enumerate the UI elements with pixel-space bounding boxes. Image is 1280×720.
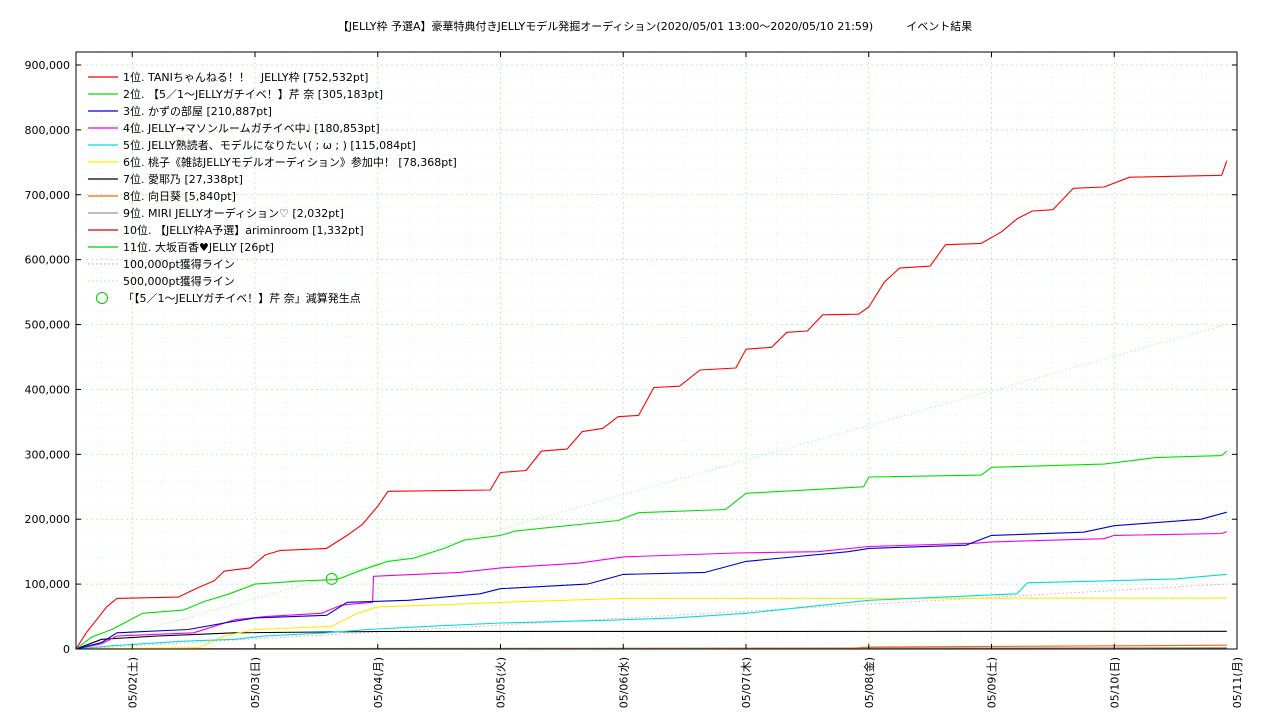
legend-marker-swatch [96,292,108,304]
grid [76,52,1238,650]
legend-label-2: 2位. 【5／1〜JELLYガチイベ！】芹 奈 [305,183pt] [123,87,383,101]
x-tick-label: 05/03(日) [249,657,262,708]
x-tick-label: 05/10(日) [1108,657,1121,708]
series-line-6 [75,597,1227,650]
x-tick-label: 05/02(土) [126,657,139,708]
y-tick-label: 100,000 [25,578,71,591]
legend-label-10: 10位. 【JELLY枠A予選】ariminroom [1,332pt] [123,223,364,237]
legend-label-6: 6位. 桃子《雑誌JELLYモデルオーディション》参加中！ [78,368pt] [123,155,457,169]
x-tick-label: 05/06(水) [617,657,630,708]
y-tick-label: 400,000 [25,383,71,396]
series-line-13 [75,324,1227,650]
series-line-2 [75,450,1228,650]
x-tick-label: 05/08(金) [862,657,876,708]
series-line-12 [75,583,1227,650]
chart-title: 【JELLY枠 予選A】豪華特典付きJELLYモデル発掘オーディション(2020… [338,19,972,33]
legend-label-1: 1位. TANIちゃんねる！！ JELLY枠 [752,532pt] [123,70,368,84]
y-axis: 0 100,000 200,000 300,000 400,000 500,000 600,… [25,59,1237,656]
x-tick-label: 05/11(月) [1231,657,1244,708]
legend-label-12: 100,000pt獲得ライン [123,258,235,271]
legend-label-8: 8位. 向日葵 [5,840pt] [123,189,236,203]
reference-lines [75,324,1227,650]
y-tick-label: 700,000 [25,189,71,202]
legend-label-11: 11位. 大坂百香♥JELLY [26pt] [123,240,274,254]
x-tick-label: 05/09(土) [986,657,999,708]
series-line-5 [75,573,1227,650]
y-tick-label: 500,000 [25,319,71,332]
series-line-3 [75,511,1227,650]
x-axis: 05/02(土) 05/03(日) 05/04(月) 05/05(火) 05/06(水)… [126,52,1244,708]
x-tick-label: 05/04(月) [372,657,385,708]
y-tick-label: 600,000 [25,254,71,267]
markers [325,572,338,585]
legend-label-7: 7位. 愛耶乃 [27,338pt] [123,172,243,186]
series-line-1 [75,160,1228,650]
y-tick-label: 0 [63,643,70,656]
series-line-7 [75,630,1227,650]
legend-label-13: 500,000pt獲得ライン [123,275,235,288]
reduction-point-marker [325,572,338,585]
y-tick-label: 200,000 [25,513,71,526]
legend-label-3: 3位. かずの部屋 [210,887pt] [123,104,272,118]
y-tick-label: 900,000 [25,59,71,72]
x-tick-label: 05/05(火) [495,657,508,708]
plot-frame [75,51,1238,650]
legend: 1位. TANIちゃんねる！！ JELLY枠 [752,532pt] 2位. 【5… [88,70,457,305]
y-tick-label: 300,000 [25,448,71,461]
legend-marker-label: 「【5／1〜JELLYガチイベ！】芹 奈」減算発生点 [123,291,361,305]
legend-label-5: 5位. JELLY熟読者、モデルになりたい( ; ω ; ) [115,084p… [123,138,416,152]
x-tick-label: 05/07(木) [740,657,753,708]
legend-label-4: 4位. JELLY→マソンルームガチイベ中♩ [180,853pt] [123,121,380,135]
legend-label-9: 9位. MIRI JELLYオーディション♡ [2,032pt] [123,206,344,220]
y-tick-label: 800,000 [25,124,71,137]
